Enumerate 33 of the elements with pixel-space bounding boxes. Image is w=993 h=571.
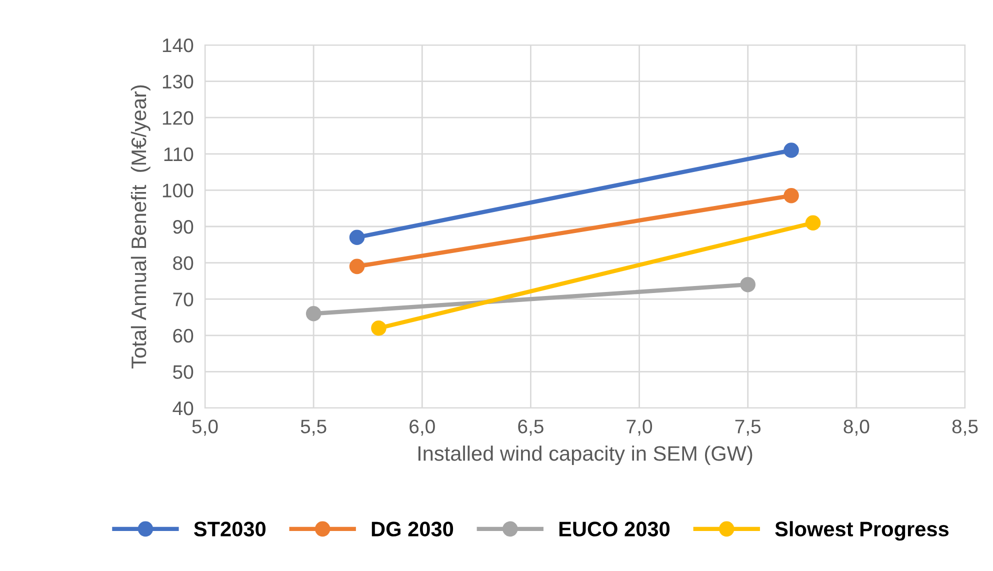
y-tick-label: 50 xyxy=(173,365,194,379)
y-tick-label: 120 xyxy=(162,111,194,125)
point xyxy=(740,276,756,292)
x-tick-label: 7,5 xyxy=(735,420,761,436)
point xyxy=(784,188,799,204)
y-tick-label: 140 xyxy=(162,38,194,52)
y-tick-label: 130 xyxy=(162,74,194,89)
point xyxy=(349,258,365,274)
y-tick-label: 100 xyxy=(162,184,194,198)
legend-label: ST2030 xyxy=(194,522,266,536)
x-tick-label: 6,5 xyxy=(518,420,544,436)
legend-label: Slowest Progress xyxy=(775,521,949,541)
x-axis-title: Installed wind capacity in SEM (GW) xyxy=(418,446,752,465)
x-tick-label: 7,0 xyxy=(626,420,652,436)
point xyxy=(306,306,322,322)
x-tick-label: 6,0 xyxy=(410,420,435,436)
y-tick-label: 40 xyxy=(172,401,194,416)
point xyxy=(805,215,821,231)
point xyxy=(784,142,799,158)
legend-label: DG 2030 xyxy=(372,522,454,536)
x-tick-label: 8,0 xyxy=(844,420,870,436)
legend-label: EUCO 2030 xyxy=(559,522,670,536)
y-tick-label: 70 xyxy=(173,292,194,306)
x-tick-label: 5,5 xyxy=(300,420,326,436)
point xyxy=(349,230,365,246)
y-tick-label: 90 xyxy=(173,220,194,234)
point xyxy=(371,320,386,336)
x-tick-label: 8,5 xyxy=(952,420,978,436)
x-tick-label: 5,0 xyxy=(192,420,218,436)
y-tick-label: 110 xyxy=(164,147,194,162)
y-axis-title: Total Annual Benefit (M€/year) xyxy=(130,85,150,368)
y-tick-label: 60 xyxy=(173,328,194,343)
y-tick-label: 80 xyxy=(173,256,194,270)
